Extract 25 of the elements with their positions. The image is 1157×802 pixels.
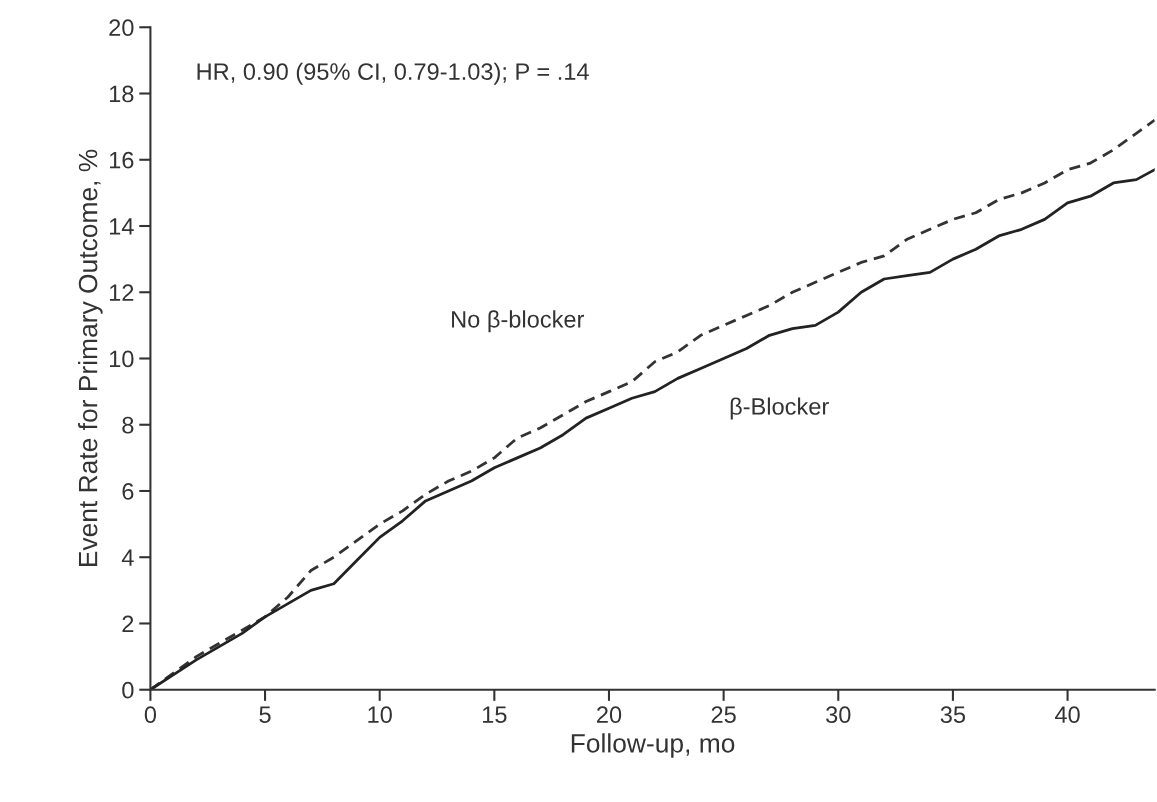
- y-tick-label: 12: [109, 284, 134, 301]
- y-tick-label: 14: [109, 218, 134, 235]
- y-tick-label: 0: [122, 681, 134, 699]
- x-tick-label: 30: [826, 706, 851, 724]
- y-tick-label: 4: [121, 549, 134, 566]
- y-tick-label: 20: [109, 19, 134, 37]
- x-tick-label: 20: [597, 706, 622, 724]
- y-tick-label: 10: [109, 350, 134, 368]
- y-tick-label: 8: [122, 416, 134, 434]
- x-tick-label: 5: [259, 706, 271, 724]
- x-tick-label: 0: [144, 706, 157, 724]
- annotation: HR, 0.90 (95% CI, 0.79-1.03); P = .14: [197, 62, 589, 85]
- x-tick-label: 40: [1054, 706, 1080, 724]
- text: No β-blocker: [452, 310, 585, 333]
- y-tick-label: 16: [109, 151, 134, 169]
- y-tick-label: 18: [109, 85, 134, 103]
- x-axis-title: Follow-up, mo: [571, 733, 735, 758]
- series-label: β-Blocker: [730, 397, 829, 420]
- x-tick-label: 15: [483, 706, 507, 724]
- y-axis-title: Event Rate for Primary Outcome, %: [78, 149, 103, 567]
- x-tick-label: 35: [940, 706, 966, 724]
- x-tick-label: 25: [711, 706, 736, 724]
- y-tick-label: 2: [122, 615, 134, 633]
- y-tick-label: 6: [122, 483, 134, 500]
- x-tick-label: 10: [368, 706, 392, 724]
